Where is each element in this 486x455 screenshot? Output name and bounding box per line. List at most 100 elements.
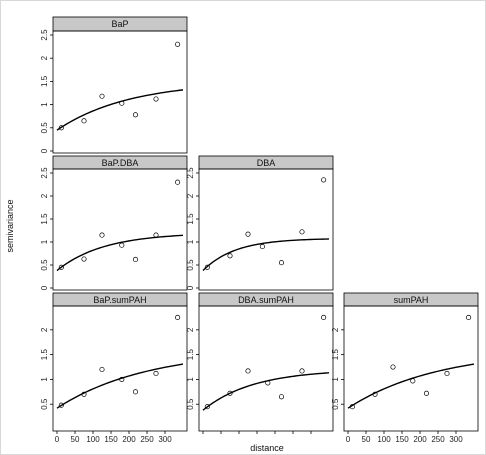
x-tick-label: 0	[55, 435, 60, 444]
panel-title: BaP.DBA	[102, 158, 139, 168]
fitted-model-line	[56, 89, 184, 131]
y-tick-label: 0	[40, 148, 49, 153]
y-tick-label: 2	[186, 327, 195, 332]
x-tick-label: 50	[71, 435, 80, 444]
y-tick-label: 0	[186, 285, 195, 290]
data-point	[153, 232, 159, 238]
panel-bap: BaP 0 0.5 1 1.5 2 2.5	[40, 16, 188, 154]
y-tick-label: 2.5	[186, 167, 195, 179]
y-tick-label: 0.5	[186, 398, 195, 410]
data-point	[278, 260, 285, 266]
x-tick-label: 150	[395, 435, 409, 444]
y-tick-label: 1.5	[186, 349, 195, 361]
data-point	[119, 100, 125, 106]
y-tick-label: 1	[186, 239, 195, 244]
data-point	[132, 389, 139, 395]
panel-border	[52, 305, 188, 432]
y-tick-label: 0.5	[40, 398, 49, 410]
data-point	[390, 364, 396, 370]
panel-title: BaP	[111, 19, 128, 29]
data-point	[259, 244, 265, 250]
x-tick-label: 250	[140, 435, 154, 444]
y-tick-label: 2	[186, 193, 195, 198]
y-tick-label: 1	[40, 239, 49, 244]
panel-title: DBA	[257, 158, 276, 168]
data-point	[227, 390, 233, 396]
fitted-model-line	[202, 372, 330, 411]
x-tick-label: 300	[449, 435, 463, 444]
data-point	[204, 404, 210, 410]
x-tick-label: 100	[377, 435, 391, 444]
data-point	[466, 314, 472, 320]
y-tick-label: 2	[40, 55, 49, 60]
y-tick-label: 1.5	[331, 349, 340, 361]
data-point	[423, 390, 430, 396]
data-point	[175, 314, 181, 320]
y-tick-label: 1	[40, 102, 49, 107]
data-point	[278, 394, 285, 400]
data-point	[444, 370, 450, 377]
y-tick-label: 2	[40, 193, 49, 198]
data-point	[99, 366, 105, 373]
y-tick-label: 0.5	[331, 398, 340, 410]
data-point	[81, 391, 87, 397]
x-tick-label: 200	[122, 435, 136, 444]
y-tick-label: 0.5	[40, 122, 49, 134]
data-point	[299, 368, 305, 374]
data-point	[175, 41, 181, 47]
panel-border	[198, 168, 334, 291]
y-tick-label: 1	[331, 377, 340, 382]
y-tick-label: 2	[331, 327, 340, 332]
fitted-model-line	[202, 238, 330, 272]
data-point	[132, 112, 139, 118]
x-axis-title: distance	[250, 443, 284, 453]
y-axis-title: semivariance	[5, 199, 15, 252]
data-point	[349, 404, 355, 410]
data-point	[321, 314, 327, 320]
panel-border	[52, 168, 188, 291]
data-point	[245, 231, 251, 237]
x-tick-label: 150	[104, 435, 118, 444]
data-point	[99, 232, 105, 238]
y-tick-label: 1	[40, 377, 49, 382]
panel-bap-sumpah: BaP.sumPAH 0.5 1 1.5 2 0 50 100 150 200 250 300	[40, 292, 188, 444]
data-point	[153, 370, 159, 377]
fitted-model-line	[347, 363, 475, 409]
panel-border	[52, 30, 188, 154]
panel-sumpah: sumPAH 0.5 1 1.5 2 0 50 100 150 200 250 300	[331, 292, 479, 444]
data-point	[204, 264, 210, 270]
y-tick-label: 0.5	[186, 259, 195, 271]
data-point	[245, 368, 251, 374]
data-point	[81, 256, 87, 262]
data-point	[175, 179, 181, 185]
data-point	[299, 229, 305, 235]
fitted-model-line	[56, 234, 184, 272]
data-point	[227, 253, 233, 259]
panel-border	[198, 305, 334, 432]
y-tick-label: 2.5	[40, 29, 49, 41]
data-point	[58, 402, 64, 408]
data-point	[119, 242, 125, 248]
y-tick-label: 1.5	[40, 213, 49, 225]
data-point	[321, 177, 327, 183]
y-tick-label: 1.5	[40, 75, 49, 87]
data-point	[372, 391, 378, 397]
panel-dba: DBA 0 0.5 1 1.5 2 2.5	[186, 155, 334, 291]
panel-title: sumPAH	[394, 295, 429, 305]
data-point	[132, 256, 139, 263]
panel-title: BaP.sumPAH	[93, 295, 146, 305]
y-tick-label: 0.5	[40, 259, 49, 271]
data-point	[81, 118, 87, 124]
panel-dba-sumpah: DBA.sumPAH 0.5 1 1.5 2	[186, 292, 334, 434]
y-tick-label: 1.5	[186, 213, 195, 225]
fitted-model-line	[56, 363, 184, 409]
data-point	[410, 378, 416, 384]
y-tick-label: 0	[40, 285, 49, 290]
data-point	[119, 376, 125, 382]
y-tick-label: 2	[40, 327, 49, 332]
x-tick-label: 200	[413, 435, 427, 444]
x-tick-label: 100	[86, 435, 100, 444]
data-point	[265, 380, 271, 386]
x-tick-label: 50	[362, 435, 371, 444]
